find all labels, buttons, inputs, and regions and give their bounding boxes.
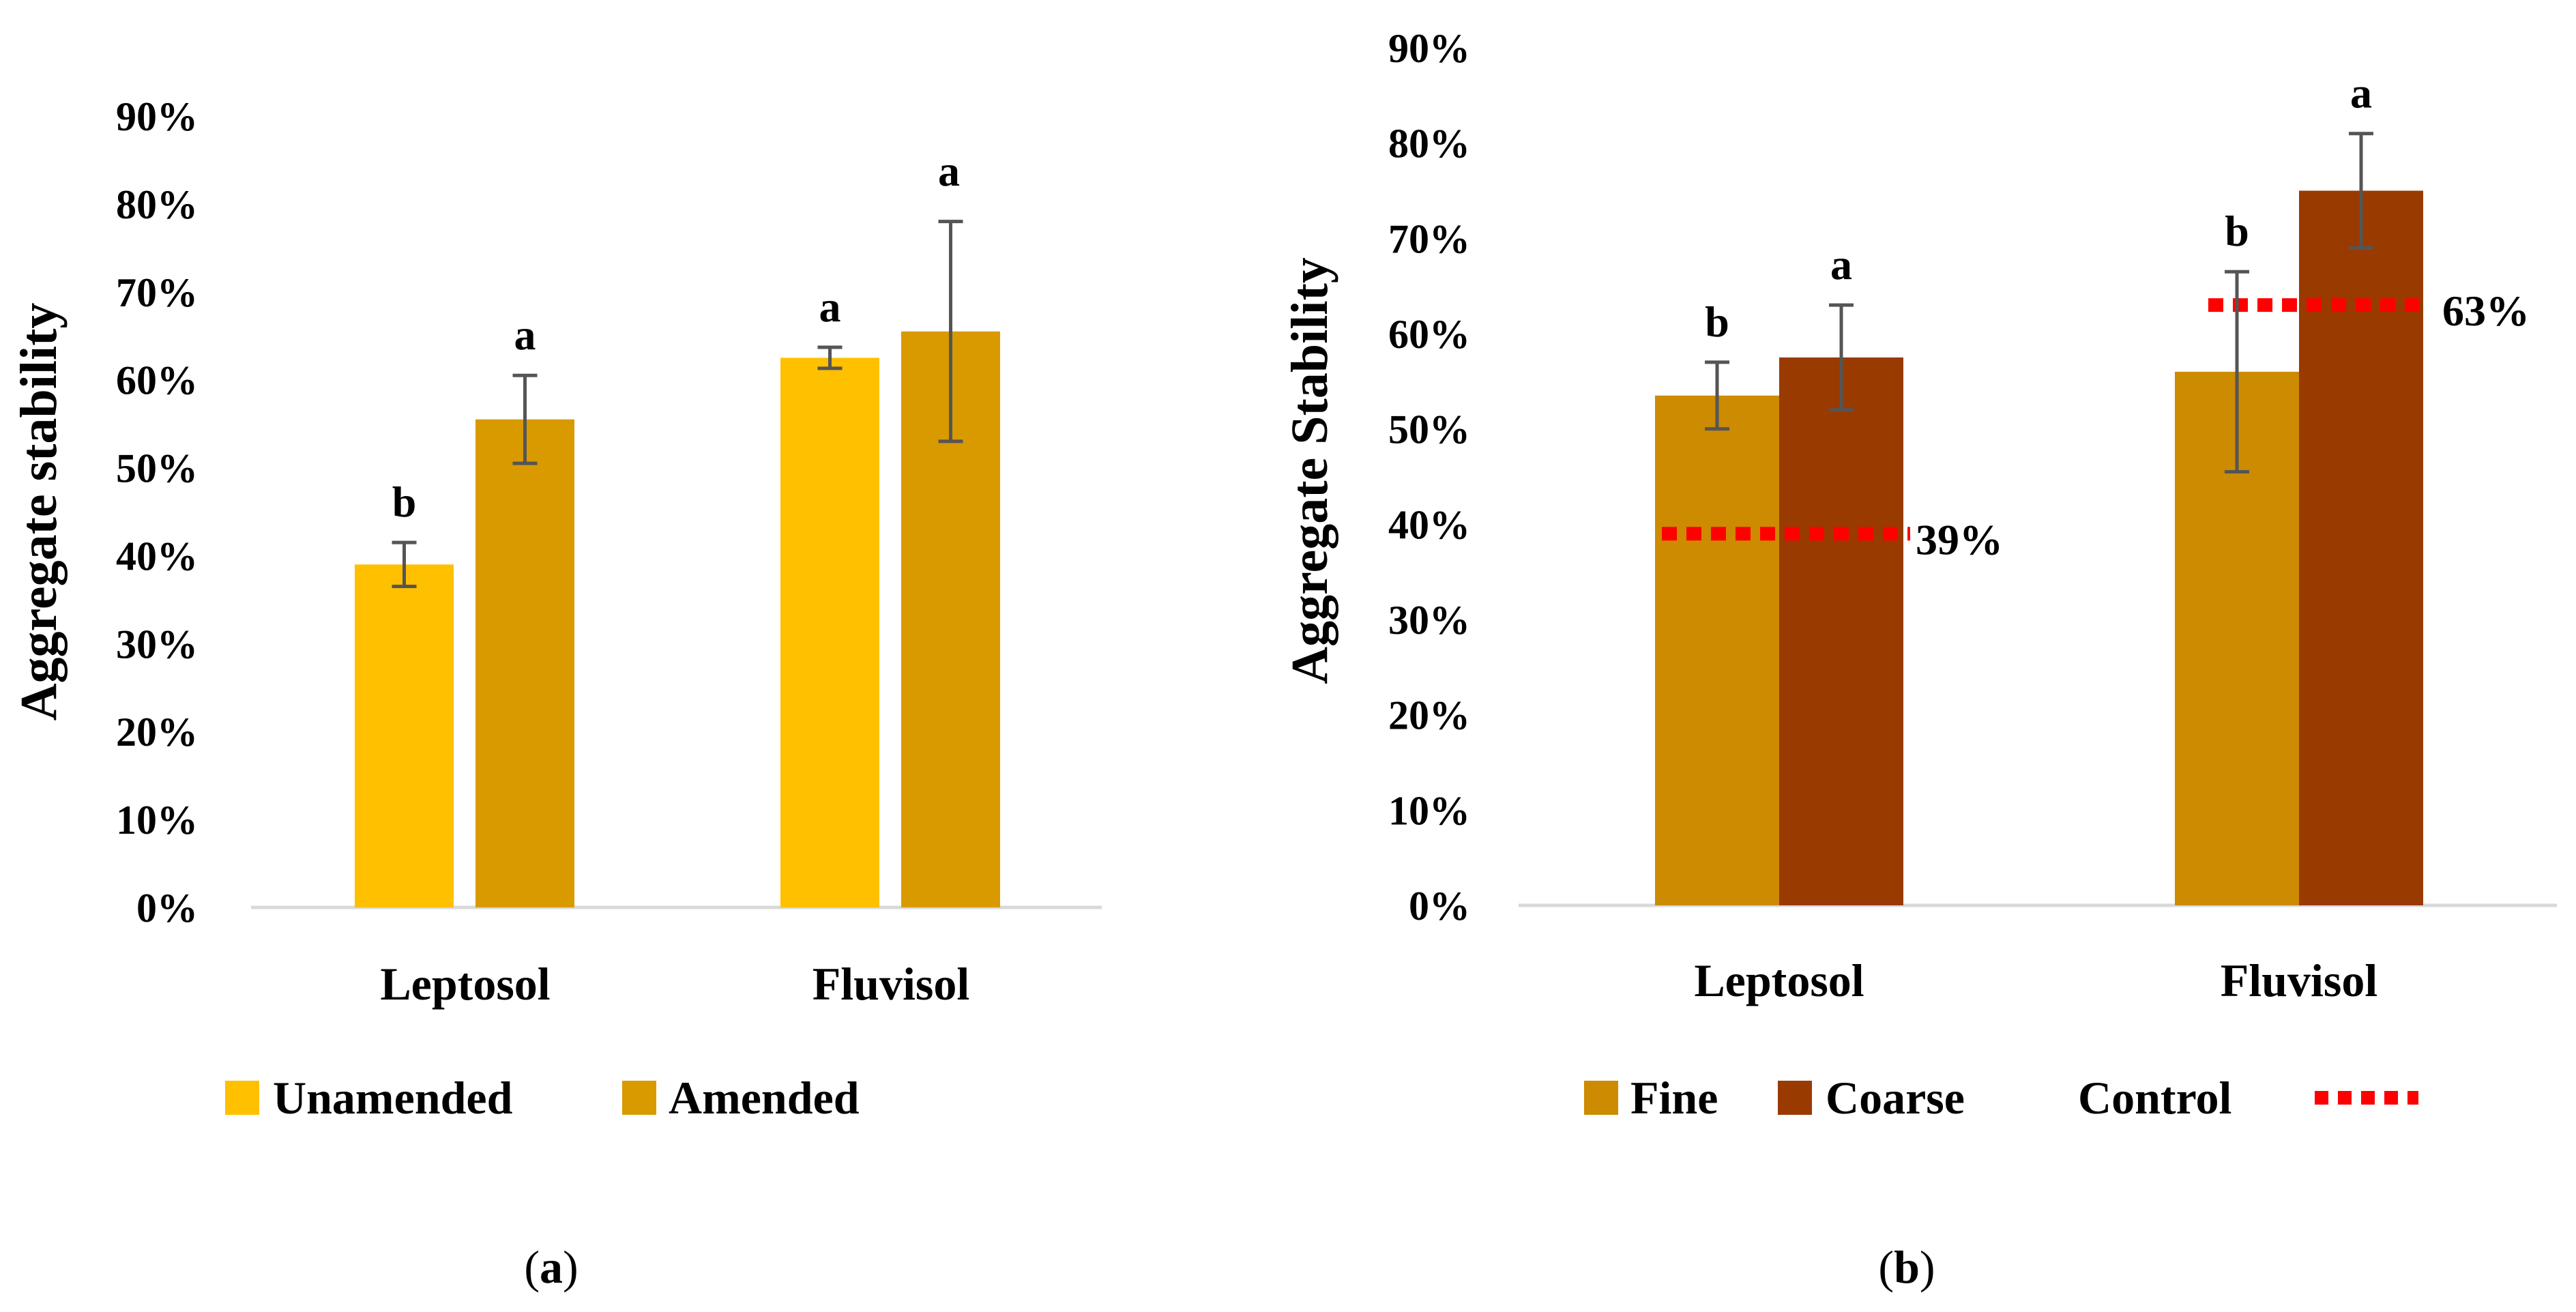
y-tick-label-a-7: 70%: [116, 270, 198, 315]
significance-letter-b-coarse-fluvisol: a: [2350, 69, 2372, 117]
y-tick-label-b-5: 50%: [1388, 407, 1470, 452]
y-tick-label-a-0: 0%: [136, 886, 198, 931]
legend-label-fine: Fine: [1630, 1072, 1718, 1124]
error-bar-a-unamended-fluvisol: [817, 345, 843, 370]
y-tick-label-b-8: 80%: [1388, 121, 1470, 166]
error-bar-a-amended-fluvisol: [938, 220, 963, 443]
control-value-label-fluvisol: 63%: [2442, 287, 2530, 335]
bar-a-amended-leptosol: [475, 419, 574, 907]
y-tick-label-a-6: 60%: [116, 358, 198, 403]
bar-a-unamended-leptosol: [355, 564, 454, 907]
y-tick-label-a-9: 90%: [116, 94, 198, 139]
y-tick-label-b-9: 90%: [1388, 26, 1470, 71]
legend-label-control: Control: [2078, 1072, 2231, 1124]
legend-swatch-fine: [1584, 1081, 1618, 1115]
x-category-label-a-fluvisol: Fluvisol: [813, 958, 970, 1010]
legend-swatch-amended: [622, 1081, 656, 1115]
y-axis-ticks-a: 0% 10% 20% 30% 40% 50% 60% 70% 80% 90%: [116, 94, 198, 931]
x-category-label-a-leptosol: Leptosol: [380, 958, 550, 1010]
error-bar-a-amended-leptosol: [512, 373, 538, 465]
y-tick-label-a-5: 50%: [116, 446, 198, 491]
x-category-label-b-fluvisol: Fluvisol: [2221, 954, 2378, 1006]
panel-label-b: (b): [1878, 1241, 1935, 1293]
error-bar-a-unamended-leptosol: [392, 540, 417, 589]
y-tick-label-b-0: 0%: [1409, 884, 1470, 929]
y-tick-label-b-4: 40%: [1388, 502, 1470, 547]
x-axis-categories-a: Leptosol Fluvisol: [380, 958, 969, 1010]
significance-letter-a-amended-leptosol: a: [514, 310, 536, 359]
legend-swatch-unamended: [225, 1081, 259, 1115]
error-bars-a: [392, 220, 963, 589]
bar-b-coarse-fluvisol: [2299, 190, 2423, 905]
y-tick-label-b-6: 60%: [1388, 312, 1470, 357]
error-bar-b-fine-fluvisol: [2225, 269, 2249, 474]
bars-a: [355, 331, 1000, 907]
y-tick-label-b-2: 20%: [1388, 693, 1470, 738]
error-bar-b-coarse-leptosol: [1829, 303, 1854, 412]
panel-letter-b: b: [1894, 1241, 1920, 1293]
y-axis-title-a: Aggregate stability: [10, 303, 68, 721]
significance-letters-a: b a a: [392, 282, 841, 526]
bar-a-unamended-fluvisol: [780, 358, 879, 907]
legend-swatch-coarse: [1778, 1081, 1812, 1115]
legend-label-unamended: Unamended: [273, 1072, 513, 1124]
y-tick-label-b-7: 70%: [1388, 216, 1470, 261]
bar-b-fine-leptosol: [1655, 395, 1779, 905]
significance-letter-b-fine-fluvisol: b: [2225, 207, 2249, 255]
control-value-label-leptosol: 39%: [1916, 515, 2003, 564]
significance-letter-b-coarse-leptosol: a: [1830, 240, 1852, 289]
panel-label-a: (a): [524, 1241, 578, 1293]
legend-label-coarse: Coarse: [1826, 1072, 1965, 1124]
chart-panel-a: 0% 10% 20% 30% 40% 50% 60% 70% 80% 90% Aggregate …: [10, 94, 1102, 1293]
x-category-label-b-leptosol: Leptosol: [1694, 954, 1864, 1006]
panel-letter-a: a: [540, 1241, 563, 1293]
y-axis-ticks-b: 0% 10% 20% 30% 40% 50% 60% 70% 80% 90%: [1388, 26, 1470, 929]
error-bars-b: [1705, 132, 2373, 474]
significance-letter-a-unamended-fluvisol: a: [819, 282, 841, 331]
y-tick-label-a-4: 40%: [116, 534, 198, 579]
y-tick-label-b-3: 30%: [1388, 598, 1470, 643]
y-axis-title-b: Aggregate Stability: [1281, 257, 1338, 684]
overall-letter-a: a: [938, 147, 960, 195]
legend-label-amended: Amended: [669, 1072, 860, 1124]
bars-b: [1655, 190, 2423, 905]
significance-letters-b: b b a a: [1705, 69, 2372, 346]
significance-letter-a-unamended-leptosol: b: [392, 478, 417, 526]
chart-panel-b: 0% 10% 20% 30% 40% 50% 60% 70% 80% 90% Aggregate …: [1281, 26, 2557, 1293]
x-axis-categories-b: Leptosol Fluvisol: [1694, 954, 2377, 1006]
error-bar-b-fine-leptosol: [1705, 360, 1729, 431]
significance-letter-b-fine-leptosol: b: [1705, 297, 1729, 346]
error-bar-b-coarse-fluvisol: [2349, 132, 2373, 250]
bar-b-coarse-leptosol: [1779, 357, 1903, 905]
control-lines-b: 39% 63%: [1662, 287, 2530, 564]
y-tick-label-a-2: 20%: [116, 710, 198, 755]
y-tick-label-a-1: 10%: [116, 798, 198, 843]
y-tick-label-a-8: 80%: [116, 182, 198, 227]
y-tick-label-b-1: 10%: [1388, 788, 1470, 833]
y-tick-label-a-3: 30%: [116, 622, 198, 667]
